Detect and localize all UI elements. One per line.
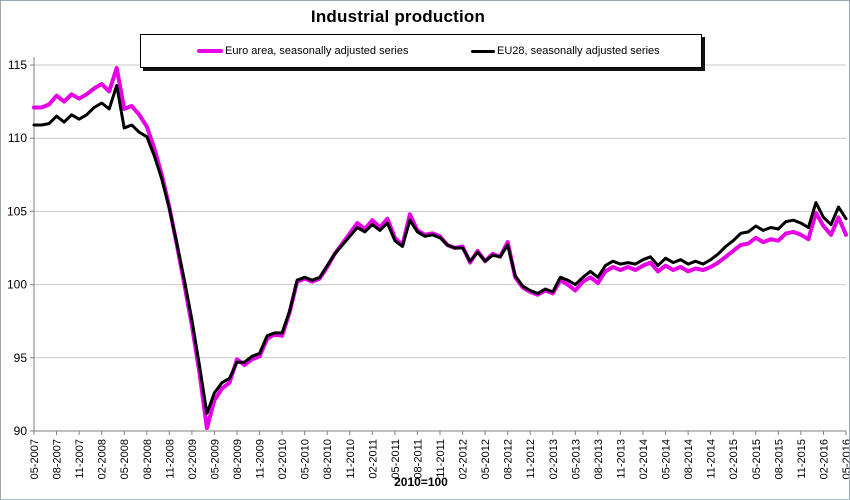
- legend-label-euro-area: Euro area, seasonally adjusted series: [225, 45, 409, 57]
- x-tick-label: 02-2012: [458, 439, 470, 479]
- x-tick-label: 08-2013: [593, 439, 605, 479]
- x-tick-label: 05-2015: [751, 439, 763, 479]
- x-tick-label: 08-2012: [503, 439, 515, 479]
- x-tick-label: 05-2011: [390, 439, 402, 479]
- x-tick-label: 05-2014: [661, 439, 673, 479]
- x-tick-label: 08-2008: [142, 439, 154, 479]
- x-tick-label: 08-2010: [322, 439, 334, 479]
- x-tick-label: 05-2012: [480, 439, 492, 479]
- y-tick-label: 105: [7, 204, 27, 218]
- y-tick-label: 115: [8, 58, 27, 72]
- x-tick-label: 11-2014: [706, 439, 718, 479]
- x-tick-label: 05-2010: [300, 439, 312, 479]
- x-tick-label: 02-2009: [187, 439, 199, 479]
- axis-footnote: 2010=100: [394, 475, 448, 489]
- legend-item-eu28: EU28, seasonally adjusted series: [471, 45, 660, 57]
- x-tick-label: 11-2007: [74, 439, 86, 479]
- y-tick-label: 95: [14, 351, 28, 365]
- y-tick-label: 100: [7, 278, 27, 292]
- x-tick-label: 05-2016: [841, 439, 850, 479]
- legend-item-euro-area: Euro area, seasonally adjusted series: [197, 45, 435, 57]
- x-tick-label: 08-2009: [232, 439, 244, 479]
- x-tick-label: 02-2013: [548, 439, 560, 479]
- euro-area-line-swatch-icon: [197, 49, 223, 53]
- x-tick-label: 05-2009: [209, 439, 221, 479]
- chart-title: Industrial production: [310, 7, 486, 26]
- x-tick-label: 11-2013: [615, 439, 627, 479]
- x-tick-label: 11-2011: [435, 439, 447, 478]
- x-tick-label: 02-2011: [367, 439, 379, 479]
- x-tick-label: 11-2009: [255, 439, 267, 479]
- x-tick-label: 02-2008: [97, 439, 109, 479]
- x-tick-label: 08-2015: [773, 439, 785, 479]
- eu28-series-line: [32, 84, 848, 415]
- x-tick-label: 05-2013: [570, 439, 582, 479]
- eu28-line-swatch-icon: [471, 49, 495, 53]
- y-tick-label: 90: [14, 424, 28, 438]
- y-tick-label: 110: [8, 131, 27, 145]
- x-tick-label: 11-2012: [525, 439, 537, 479]
- x-tick-label: 02-2014: [638, 439, 650, 479]
- x-tick-label: 02-2010: [277, 439, 289, 479]
- x-tick-label: 11-2015: [796, 439, 808, 479]
- x-tick-label: 08-2011: [412, 439, 424, 479]
- x-tick-label: 08-2007: [52, 439, 64, 479]
- x-tick-label: 11-2008: [164, 439, 176, 479]
- legend-box: Euro area, seasonally adjusted series EU…: [140, 34, 702, 68]
- legend-label-eu28: EU28, seasonally adjusted series: [497, 45, 660, 57]
- x-tick-label: 05-2007: [29, 439, 41, 479]
- x-tick-label: 05-2008: [119, 439, 131, 479]
- x-tick-label: 08-2014: [683, 439, 695, 479]
- x-tick-label: 02-2015: [728, 439, 740, 479]
- x-tick-label: 11-2010: [345, 439, 357, 479]
- x-tick-label: 02-2016: [818, 439, 830, 479]
